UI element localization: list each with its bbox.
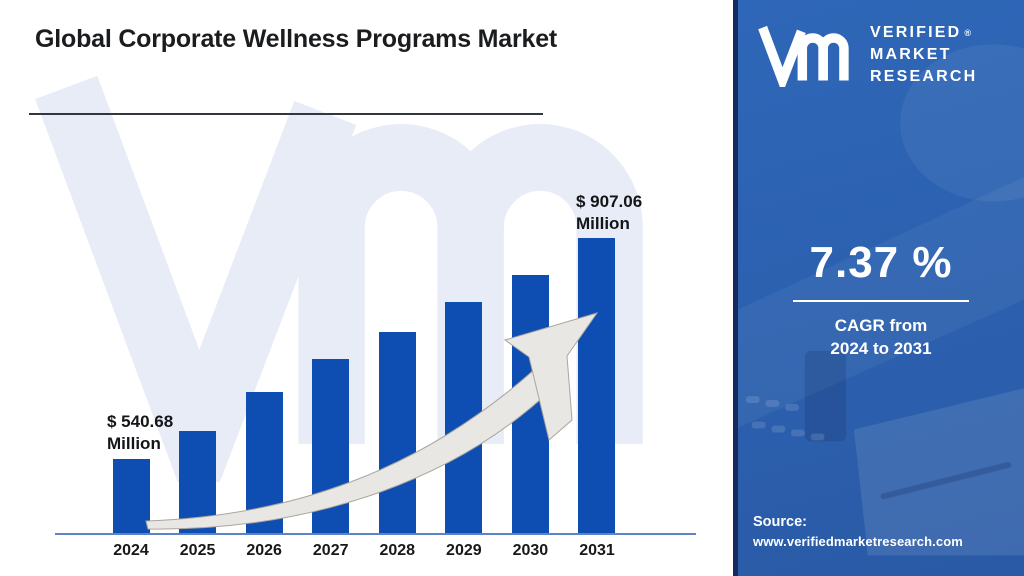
value-label-2031-line2: Million <box>576 214 630 233</box>
value-label-2031-line1: $ 907.06 <box>576 192 643 211</box>
cagr-caption-line2: 2024 to 2031 <box>830 339 932 358</box>
bar-2028 <box>378 332 416 533</box>
bar-2029 <box>445 302 483 533</box>
x-tick-2027: 2027 <box>312 542 349 559</box>
value-label-2031: $ 907.06 Million <box>576 191 642 235</box>
x-tick-2025: 2025 <box>179 542 216 559</box>
value-label-2024: $ 540.68 Million <box>107 411 173 455</box>
brand-name-line2: MARKET <box>870 46 952 63</box>
cagr-value: 7.37 % <box>809 238 953 287</box>
brand-panel: VERIFIED ® MARKET RESEARCH 7.37 % CAGR fr… <box>733 0 1024 576</box>
source-block: Source: www.verifiedmarketresearch.com <box>753 512 963 552</box>
bar-2024 <box>112 459 150 533</box>
bar-2027 <box>312 359 350 533</box>
bar-2031 <box>578 238 616 533</box>
brand-name: VERIFIED ® MARKET RESEARCH <box>870 22 977 88</box>
x-tick-2026: 2026 <box>246 542 282 559</box>
source-label: Source: <box>753 514 807 530</box>
bar-chart: 2024 2025 2026 2027 2028 2029 2030 2031 <box>55 238 696 559</box>
x-tick-2030: 2030 <box>512 542 549 559</box>
source-url: www.verifiedmarketresearch.com <box>753 534 963 549</box>
title-underline <box>29 113 543 115</box>
cagr-stat: 7.37 % CAGR from 2024 to 2031 <box>738 238 1024 360</box>
x-tick-2028: 2028 <box>379 542 416 559</box>
x-tick-2024: 2024 <box>113 542 149 559</box>
bar-2026 <box>245 392 283 533</box>
bar-2030 <box>511 275 549 533</box>
x-tick-2031: 2031 <box>579 542 615 559</box>
vmr-monogram-icon <box>758 25 849 87</box>
value-label-2024-line2: Million <box>107 434 161 453</box>
stat-divider <box>793 300 969 302</box>
x-axis-line <box>55 533 696 535</box>
registered-mark: ® <box>964 28 972 38</box>
value-label-2024-line1: $ 540.68 <box>107 412 174 431</box>
brand-name-line1: VERIFIED ® <box>870 24 972 41</box>
bar-2025 <box>179 431 217 533</box>
brand-name-line3: RESEARCH <box>870 68 978 85</box>
page-title: Global Corporate Wellness Programs Marke… <box>35 25 558 53</box>
cagr-caption-line1: CAGR from <box>834 316 928 335</box>
brand-logo: VERIFIED ® MARKET RESEARCH <box>756 22 977 88</box>
x-tick-2029: 2029 <box>446 542 482 559</box>
